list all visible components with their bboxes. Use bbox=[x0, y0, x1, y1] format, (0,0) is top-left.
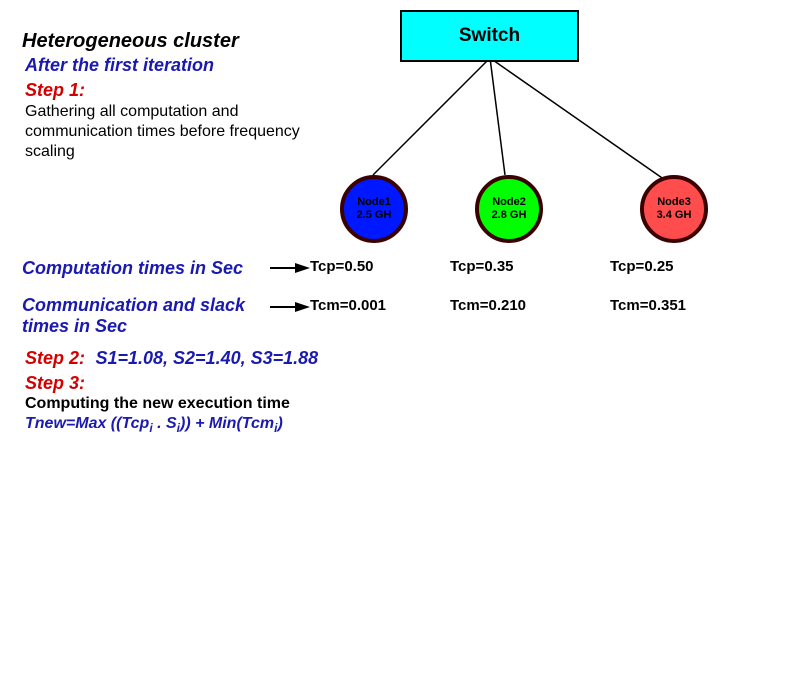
node3-label-bot: 3.4 GH bbox=[657, 209, 692, 222]
switch-label: Switch bbox=[459, 25, 520, 47]
comm-times-label: Communication and slack times in Sec bbox=[22, 295, 282, 336]
node1-tcm: Tcm=0.001 bbox=[310, 297, 386, 314]
node1-tcp: Tcp=0.50 bbox=[310, 258, 374, 275]
node1-label-bot: 2.5 GH bbox=[357, 209, 392, 222]
arrow-comm bbox=[270, 302, 310, 312]
step2-values: S1=1.08, S2=1.40, S3=1.88 bbox=[95, 348, 318, 368]
step1-text: Gathering all computation and communicat… bbox=[25, 102, 315, 162]
diagram-title: Heterogeneous cluster bbox=[22, 30, 239, 53]
diagram-subtitle: After the first iteration bbox=[25, 55, 214, 76]
step3-label: Step 3: bbox=[25, 373, 85, 394]
node1: Node12.5 GH bbox=[340, 175, 408, 243]
node2-tcp: Tcp=0.35 bbox=[450, 258, 514, 275]
arrow-comp bbox=[270, 263, 310, 273]
node3-tcm: Tcm=0.351 bbox=[610, 297, 686, 314]
node3-label-top: Node3 bbox=[657, 196, 691, 209]
step1-label: Step 1: bbox=[25, 80, 85, 101]
tnew-formula: Tnew=Max ((Tcpi . Si)) + Min(Tcmi) bbox=[25, 415, 283, 435]
node2-label-top: Node2 bbox=[492, 196, 526, 209]
node2-label-bot: 2.8 GH bbox=[492, 209, 527, 222]
node2: Node22.8 GH bbox=[475, 175, 543, 243]
node3: Node33.4 GH bbox=[640, 175, 708, 243]
node3-tcp: Tcp=0.25 bbox=[610, 258, 674, 275]
node2-tcm: Tcm=0.210 bbox=[450, 297, 526, 314]
step3-text: Computing the new execution time bbox=[25, 395, 290, 413]
step2-label: Step 2: bbox=[25, 348, 85, 368]
comp-times-label: Computation times in Sec bbox=[22, 258, 243, 279]
node1-label-top: Node1 bbox=[357, 196, 391, 209]
switch-box: Switch bbox=[400, 10, 579, 62]
